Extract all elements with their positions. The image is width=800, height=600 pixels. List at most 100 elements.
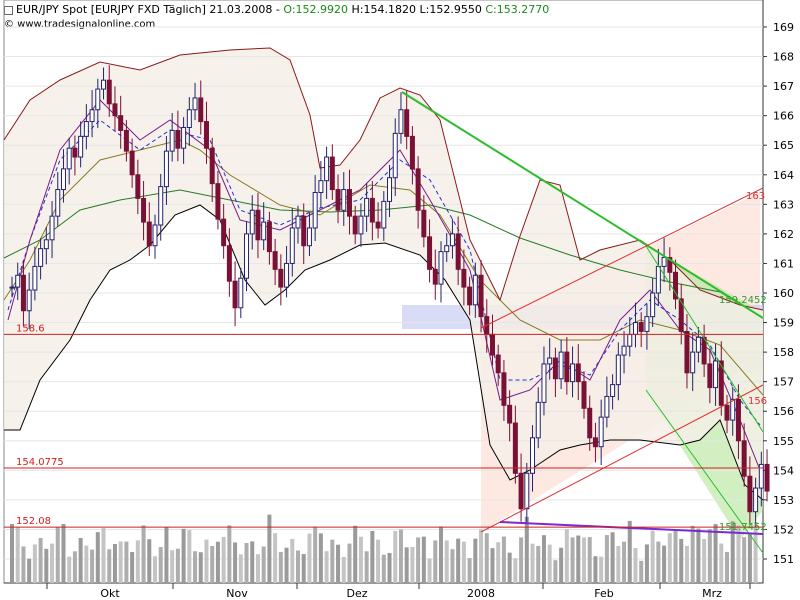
volume-bar bbox=[44, 548, 49, 583]
volume-bar bbox=[55, 526, 60, 583]
volume-bar bbox=[742, 537, 747, 583]
y-tick-label: 168 bbox=[773, 51, 794, 64]
volume-bar bbox=[679, 538, 684, 583]
level-label: 158.6 bbox=[16, 323, 45, 334]
candle bbox=[741, 440, 747, 477]
volume-bar bbox=[376, 539, 381, 583]
volume-bar bbox=[61, 524, 66, 583]
candle bbox=[186, 109, 192, 128]
volume-bar bbox=[644, 544, 649, 583]
candle bbox=[101, 79, 107, 90]
candle bbox=[518, 472, 524, 510]
candle bbox=[627, 333, 633, 347]
volume-bar bbox=[404, 547, 409, 583]
candle bbox=[421, 209, 427, 238]
candle bbox=[387, 177, 393, 202]
candle bbox=[226, 245, 232, 282]
volume-bar bbox=[38, 537, 43, 583]
candle bbox=[381, 200, 387, 229]
candle bbox=[432, 268, 438, 285]
y-tick-label: 163 bbox=[773, 198, 794, 211]
y-tick-label: 167 bbox=[773, 80, 794, 93]
volume-bar bbox=[330, 539, 335, 583]
volume-bar bbox=[439, 526, 443, 583]
candle bbox=[467, 286, 473, 306]
candle bbox=[181, 126, 187, 149]
volume-bar bbox=[273, 533, 278, 583]
ma-long-line bbox=[3, 189, 764, 319]
volume-bar bbox=[713, 524, 718, 583]
volume-bar bbox=[227, 525, 232, 583]
candle bbox=[209, 147, 215, 185]
volume-bar bbox=[730, 521, 735, 583]
y-tick-label: 169 bbox=[773, 21, 794, 34]
volume-bar bbox=[307, 533, 312, 583]
candle bbox=[238, 277, 244, 309]
candle bbox=[558, 351, 564, 380]
x-tick-label: Feb bbox=[594, 587, 613, 600]
volume-bar bbox=[421, 536, 426, 583]
volume-bar bbox=[639, 560, 644, 583]
candle bbox=[38, 248, 44, 267]
candle bbox=[638, 322, 644, 332]
volume-bar bbox=[707, 529, 712, 583]
candle bbox=[312, 192, 318, 229]
candle bbox=[535, 401, 541, 439]
volume-bar bbox=[78, 538, 83, 583]
candle bbox=[301, 215, 307, 247]
volume-bar bbox=[696, 528, 701, 583]
volume-bar bbox=[318, 533, 323, 583]
volume-bar bbox=[210, 545, 215, 583]
candle bbox=[564, 351, 570, 383]
volume-bar bbox=[238, 554, 243, 583]
candle bbox=[713, 360, 719, 389]
volume-bar bbox=[450, 549, 455, 583]
y-tick-label: 165 bbox=[773, 139, 794, 152]
green-channel-lower bbox=[645, 389, 764, 554]
trendline-value-label: 159.2452 bbox=[719, 295, 767, 306]
y-tick-label: 160 bbox=[773, 287, 794, 300]
candle bbox=[49, 215, 55, 241]
volume-bar bbox=[604, 535, 609, 583]
candle bbox=[215, 183, 221, 220]
bollinger-lower-line bbox=[4, 204, 764, 501]
candle bbox=[198, 97, 204, 123]
candle bbox=[261, 221, 267, 241]
candle bbox=[507, 404, 513, 424]
candle bbox=[707, 363, 713, 389]
candle bbox=[524, 472, 530, 510]
candle bbox=[346, 189, 352, 217]
candle bbox=[32, 265, 38, 291]
candle bbox=[747, 475, 753, 513]
bollinger-upper-line bbox=[3, 47, 764, 311]
volume-bar bbox=[112, 544, 117, 583]
candle bbox=[644, 316, 650, 332]
volume-bar bbox=[147, 539, 152, 583]
candle bbox=[175, 129, 181, 149]
volume-bar bbox=[364, 551, 369, 583]
candle bbox=[106, 79, 112, 105]
volume-bar bbox=[284, 547, 289, 583]
candle bbox=[60, 168, 66, 191]
volume-bar bbox=[141, 525, 146, 583]
volume-bar bbox=[32, 544, 37, 583]
candle bbox=[55, 189, 61, 217]
candle bbox=[295, 215, 301, 229]
candle bbox=[730, 398, 736, 421]
level-label: 154.0775 bbox=[16, 457, 64, 468]
candle bbox=[690, 351, 696, 374]
bollinger-band-fill bbox=[4, 48, 763, 500]
volume-bar bbox=[490, 548, 495, 583]
candle bbox=[661, 257, 667, 267]
candle bbox=[718, 360, 724, 406]
volume-bar bbox=[719, 543, 724, 583]
volume-bar bbox=[416, 537, 421, 583]
candle bbox=[724, 404, 730, 421]
x-tick-label: Dez bbox=[346, 587, 367, 600]
candle bbox=[501, 372, 507, 406]
candle bbox=[438, 251, 444, 285]
candle bbox=[289, 227, 295, 264]
volume-bar bbox=[118, 541, 123, 583]
volume-bar bbox=[461, 541, 466, 583]
